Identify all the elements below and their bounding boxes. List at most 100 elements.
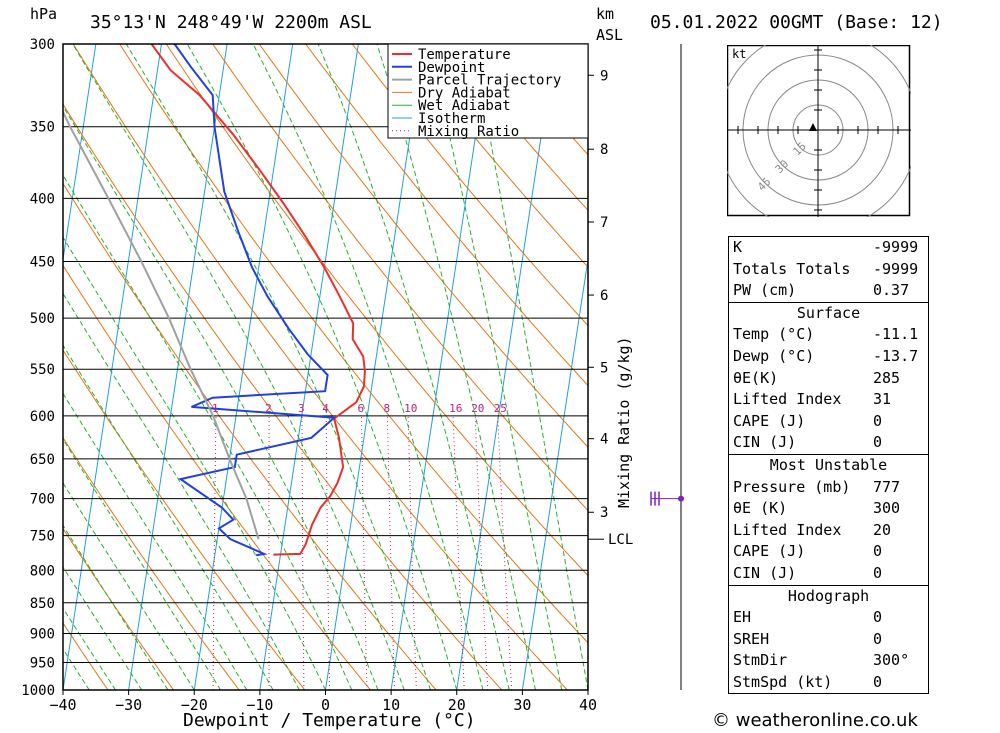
km-label: km bbox=[596, 5, 615, 23]
dry-adiabat-line bbox=[119, 44, 588, 644]
surface-temp: Temp (°C) -11.1 bbox=[733, 325, 919, 344]
isotherm-line bbox=[128, 44, 228, 690]
asl-label: ASL bbox=[596, 26, 624, 44]
km-tick-label: 5 bbox=[600, 360, 608, 376]
dry-adiabat-line bbox=[258, 44, 588, 448]
pressure-tick-label: 1000 bbox=[21, 683, 55, 699]
pressure-tick-label: 650 bbox=[30, 452, 55, 468]
surface-cape: CAPE (J) 0 bbox=[733, 411, 883, 430]
mu-cape: CAPE (J) 0 bbox=[733, 542, 883, 561]
wet-adiabat-line bbox=[186, 44, 458, 690]
mixing-ratio-label: 4 bbox=[322, 402, 329, 415]
pressure-tick-label: 800 bbox=[30, 563, 55, 579]
pressure-tick-label: 700 bbox=[30, 492, 55, 508]
wet-adiabat-line bbox=[317, 44, 510, 690]
hodo-stmdir: StmDir 300° bbox=[733, 651, 910, 670]
copyright-footer[interactable]: © weatheronline.co.uk bbox=[712, 710, 918, 731]
mixing-ratio-label: 25 bbox=[494, 402, 507, 415]
hodo-unit-label: kt bbox=[732, 47, 746, 61]
parcel-trajectory-line bbox=[63, 109, 260, 540]
x-axis-label: Dewpoint / Temperature (°C) bbox=[183, 710, 476, 731]
pressure-tick-label: 600 bbox=[30, 409, 55, 425]
wet-adiabat-line bbox=[63, 607, 116, 690]
dry-adiabat-line bbox=[305, 44, 588, 387]
legend-label: Dry Adiabat bbox=[418, 85, 511, 101]
mixing-ratio-label: 1 bbox=[212, 402, 219, 415]
mixing-ratio-label: 8 bbox=[383, 402, 390, 415]
mu-pressure: Pressure (mb) 777 bbox=[733, 477, 901, 496]
surface-theta: θE(K) 285 bbox=[733, 368, 901, 387]
hodo-sreh: SREH 0 bbox=[733, 629, 883, 648]
wet-adiabat-line bbox=[63, 236, 326, 690]
legend-label: Wet Adiabat bbox=[418, 98, 511, 114]
isotherm-line bbox=[0, 44, 30, 690]
surface-cin: CIN (J) 0 bbox=[729, 432, 928, 455]
mixing-ratio-axis-label: Mixing Ratio (g/kg) bbox=[615, 336, 633, 508]
pressure-tick-label: 300 bbox=[30, 37, 55, 53]
pressure-tick-label: 350 bbox=[30, 120, 55, 136]
pressure-tick-label: 900 bbox=[30, 626, 55, 642]
dry-adiabat-line bbox=[398, 44, 588, 268]
x-tick-label: −30 bbox=[115, 696, 142, 714]
mixing-ratio-label: 16 bbox=[449, 402, 462, 415]
most-unstable-title: Most Unstable bbox=[769, 455, 888, 474]
mixing-ratio-label: 3 bbox=[298, 402, 305, 415]
isotherm-line bbox=[63, 44, 162, 690]
wet-adiabat-line bbox=[376, 44, 536, 690]
storm-motion-marker bbox=[809, 123, 817, 131]
wet-adiabat-line bbox=[252, 44, 484, 690]
mixing-ratio-label: 6 bbox=[358, 402, 365, 415]
mixing-ratio-label: 10 bbox=[404, 402, 417, 415]
pressure-tick-label: 950 bbox=[30, 655, 55, 671]
index-pw: PW (cm) 0.37 bbox=[729, 280, 928, 303]
skewt-chart: 1 2 3 4 6 8 10 16 20 25 3003504004505005506006507… bbox=[0, 37, 700, 714]
x-tick-label: 30 bbox=[513, 696, 531, 714]
isotherm-line bbox=[63, 44, 97, 263]
legend-label: Mixing Ratio bbox=[418, 124, 519, 140]
surface-lifted-index: Lifted Index 31 bbox=[733, 390, 892, 409]
wet-adiabat-line bbox=[63, 566, 143, 690]
surface-dewp: Dewp (°C) -13.7 bbox=[733, 346, 919, 365]
isotherm-line bbox=[259, 44, 359, 690]
km-tick-label: 7 bbox=[600, 215, 608, 231]
mixing-ratio-line bbox=[387, 415, 395, 690]
pressure-tick-label: 550 bbox=[30, 362, 55, 378]
isotherm-line bbox=[193, 44, 294, 690]
km-tick-label: 6 bbox=[600, 288, 608, 304]
hodograph-title: Hodograph bbox=[787, 586, 870, 605]
pressure-tick-label: 750 bbox=[30, 529, 55, 545]
lcl-label: LCL bbox=[608, 532, 633, 548]
isotherm-line bbox=[654, 44, 700, 690]
temperature-line bbox=[150, 44, 366, 556]
legend-label: Temperature bbox=[418, 47, 511, 63]
mu-lifted-index: Lifted Index 20 bbox=[733, 520, 892, 539]
pressure-tick-label: 500 bbox=[30, 311, 55, 327]
x-tick-label: −40 bbox=[49, 696, 76, 714]
mu-theta: θE (K) 300 bbox=[733, 499, 901, 518]
indices-panel: K -9999 Totals Totals -9999 PW (cm) 0.37 Su… bbox=[728, 236, 929, 695]
dry-adiabat-line bbox=[63, 527, 175, 690]
x-tick-label: 40 bbox=[579, 696, 597, 714]
dry-adiabat-line bbox=[351, 44, 588, 327]
dewpoint-line bbox=[173, 44, 337, 557]
mixing-ratio-label: 2 bbox=[265, 402, 272, 415]
legend-label: Parcel Trajectory bbox=[418, 73, 561, 89]
hodo-stmspd: StmSpd (kt) 0 bbox=[729, 672, 928, 695]
legend-label: Isotherm bbox=[418, 111, 485, 127]
dry-adiabat-line bbox=[63, 182, 437, 690]
mixing-ratio-line bbox=[301, 415, 305, 690]
mu-cin: CIN (J) 0 bbox=[729, 563, 928, 586]
datetime-title: 05.01.2022 00GMT (Base: 12) bbox=[650, 12, 943, 33]
location-title: 35°13'N 248°49'W 2200m ASL bbox=[90, 12, 372, 33]
x-tick-label: 20 bbox=[448, 696, 466, 714]
pressure-tick-label: 450 bbox=[30, 255, 55, 271]
wind-barb-dot bbox=[678, 495, 684, 502]
x-tick-label: −20 bbox=[181, 696, 208, 714]
isotherm-line bbox=[325, 44, 425, 690]
isotherm-line bbox=[456, 44, 556, 690]
wet-adiabat-line bbox=[63, 344, 274, 690]
x-tick-label: 10 bbox=[382, 696, 400, 714]
dry-adiabat-line bbox=[631, 44, 700, 690]
